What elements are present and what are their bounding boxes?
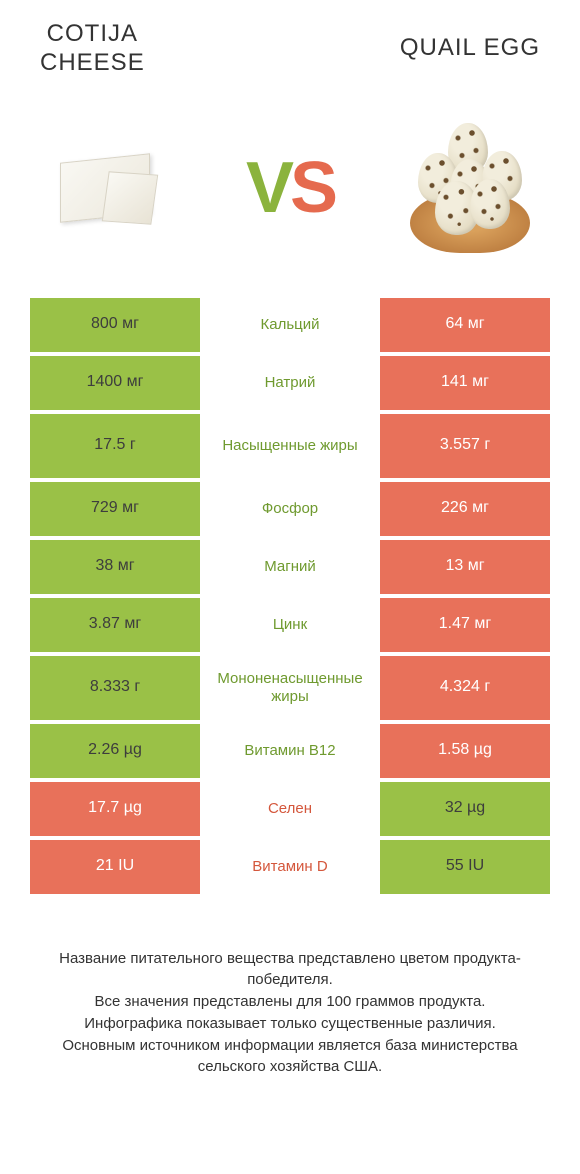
quail-egg-image	[390, 118, 550, 258]
table-row: 17.5 гНасыщенные жиры3.557 г	[30, 414, 550, 478]
footnote: Название питательного вещества представл…	[0, 898, 580, 1079]
table-row: 21 IUВитамин D55 IU	[30, 840, 550, 894]
title-right: QUAIL EGG	[400, 34, 540, 63]
value-right: 226 мг	[380, 482, 550, 536]
table-row: 8.333 гМононенасыщенные жиры4.324 г	[30, 656, 550, 720]
value-right: 32 µg	[380, 782, 550, 836]
table-row: 38 мгМагний13 мг	[30, 540, 550, 594]
comparison-table: 800 мгКальций64 мг1400 мгНатрий141 мг17.…	[30, 298, 550, 894]
table-row: 729 мгФосфор226 мг	[30, 482, 550, 536]
vs-s: S	[290, 148, 334, 228]
value-right: 1.58 µg	[380, 724, 550, 778]
value-left: 3.87 мг	[30, 598, 200, 652]
nutrient-label: Фосфор	[200, 482, 380, 536]
value-right: 4.324 г	[380, 656, 550, 720]
value-right: 1.47 мг	[380, 598, 550, 652]
nutrient-label: Селен	[200, 782, 380, 836]
nutrient-label: Витамин D	[200, 840, 380, 894]
header: COTIJA CHEESE QUAIL EGG	[0, 0, 580, 88]
value-left: 1400 мг	[30, 356, 200, 410]
cheese-image	[30, 118, 190, 258]
table-row: 800 мгКальций64 мг	[30, 298, 550, 352]
nutrient-label: Магний	[200, 540, 380, 594]
value-left: 17.5 г	[30, 414, 200, 478]
vs-label: VS	[246, 147, 334, 229]
value-left: 729 мг	[30, 482, 200, 536]
value-right: 13 мг	[380, 540, 550, 594]
vs-v: V	[246, 148, 290, 228]
nutrient-label: Насыщенные жиры	[200, 414, 380, 478]
nutrient-label: Натрий	[200, 356, 380, 410]
nutrient-label: Кальций	[200, 298, 380, 352]
value-right: 55 IU	[380, 840, 550, 894]
hero: VS	[0, 88, 580, 298]
table-row: 2.26 µgВитамин B121.58 µg	[30, 724, 550, 778]
title-left: COTIJA CHEESE	[40, 20, 145, 78]
nutrient-label: Витамин B12	[200, 724, 380, 778]
value-left: 38 мг	[30, 540, 200, 594]
value-left: 8.333 г	[30, 656, 200, 720]
table-row: 1400 мгНатрий141 мг	[30, 356, 550, 410]
table-row: 3.87 мгЦинк1.47 мг	[30, 598, 550, 652]
value-right: 3.557 г	[380, 414, 550, 478]
value-right: 141 мг	[380, 356, 550, 410]
value-left: 2.26 µg	[30, 724, 200, 778]
value-right: 64 мг	[380, 298, 550, 352]
nutrient-label: Мононенасыщенные жиры	[200, 656, 380, 720]
table-row: 17.7 µgСелен32 µg	[30, 782, 550, 836]
value-left: 21 IU	[30, 840, 200, 894]
value-left: 17.7 µg	[30, 782, 200, 836]
nutrient-label: Цинк	[200, 598, 380, 652]
value-left: 800 мг	[30, 298, 200, 352]
